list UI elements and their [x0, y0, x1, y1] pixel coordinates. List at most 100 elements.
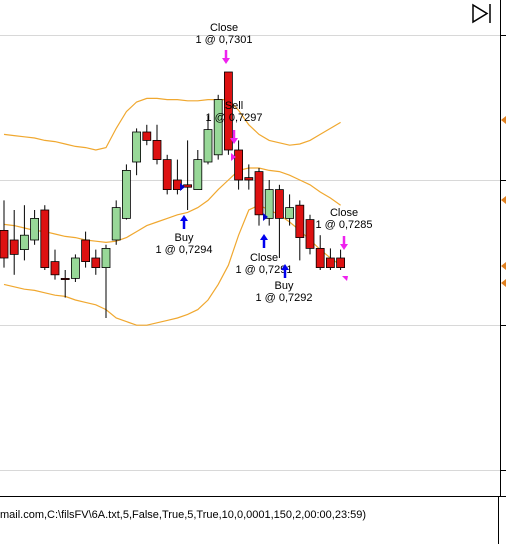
candle-body	[162, 159, 172, 191]
execution-marker	[231, 153, 236, 161]
candle	[142, 124, 152, 146]
annotation-text: 1 @ 0,7297	[205, 112, 262, 124]
candle-body	[285, 207, 295, 219]
arrow-head	[222, 58, 230, 64]
candle	[152, 124, 162, 165]
candle	[223, 71, 233, 155]
annotation-label: Close	[250, 252, 278, 264]
candle-body	[142, 131, 152, 141]
execution-marker	[342, 276, 348, 281]
candle-body	[122, 169, 131, 219]
candle	[91, 249, 101, 275]
candle	[81, 231, 90, 268]
candle-body	[295, 204, 305, 238]
execution-marker	[263, 213, 268, 221]
annotation-text: 1 @ 0,7294	[155, 244, 212, 256]
candle	[274, 184, 284, 258]
band-line	[3, 167, 341, 244]
toolbar-icon[interactable]	[472, 3, 491, 24]
candle-body	[91, 257, 101, 269]
candle-body	[183, 184, 193, 188]
grid	[0, 35, 500, 471]
band-line	[3, 204, 341, 326]
candle	[305, 214, 315, 255]
arrow-head	[180, 215, 188, 221]
candle	[244, 164, 254, 190]
candle-body	[101, 247, 111, 268]
candle	[213, 94, 223, 160]
band-line	[3, 97, 341, 151]
candle-body	[315, 247, 325, 268]
candle	[122, 164, 131, 220]
axis-markers	[501, 116, 506, 287]
candle	[162, 154, 172, 195]
candle	[111, 200, 121, 245]
candle	[315, 235, 325, 270]
candle-body	[254, 171, 264, 216]
candle-body	[81, 239, 90, 263]
candle	[234, 140, 244, 190]
candle	[30, 210, 40, 245]
candle-body	[0, 229, 9, 259]
annotation-label: Close	[330, 207, 358, 219]
candle	[203, 115, 213, 165]
candle-body	[40, 209, 50, 268]
status-text: mail.com,C:\filsFV\6A.txt,5,False,True,5…	[0, 509, 366, 521]
candle-body	[234, 149, 244, 181]
candle-body	[274, 189, 284, 219]
candle-body	[50, 261, 60, 276]
arrow-head	[340, 244, 348, 250]
candle	[50, 249, 60, 280]
candle-body	[223, 71, 233, 151]
candle-body	[203, 129, 213, 163]
candle-body	[264, 189, 274, 219]
candle	[9, 210, 19, 275]
candle-body	[325, 257, 335, 269]
annotation-label: Buy	[175, 232, 194, 244]
candle	[193, 150, 203, 191]
execution-marker	[180, 183, 185, 191]
candle-body	[336, 257, 346, 269]
annotation-text: 1 @ 0,7285	[315, 219, 372, 231]
candle	[19, 205, 29, 261]
candle	[285, 194, 295, 226]
arrow-head	[260, 234, 268, 240]
candle-body	[111, 207, 121, 241]
candle-body	[193, 159, 203, 191]
candle-body	[213, 99, 223, 156]
candle-body	[132, 131, 142, 163]
candle	[0, 200, 9, 268]
annotation-label: Close	[210, 22, 238, 34]
candle-body	[71, 257, 80, 279]
annotation-label: Buy	[275, 280, 294, 292]
candle-body	[60, 277, 70, 280]
candle-body	[9, 239, 19, 255]
candle-body	[152, 139, 162, 160]
candle	[60, 270, 70, 298]
annotation-text: 1 @ 0,7301	[195, 34, 252, 46]
candle	[336, 249, 346, 270]
candle-body	[30, 217, 40, 241]
arrow-head	[230, 138, 238, 144]
candle	[264, 180, 274, 226]
candle-body	[305, 219, 315, 249]
candle	[295, 200, 305, 261]
annotation-text: 1 @ 0,7291	[235, 264, 292, 276]
candle-body	[19, 234, 29, 250]
candle	[71, 254, 80, 282]
candle	[325, 248, 335, 270]
candle	[40, 205, 50, 270]
candle	[101, 244, 111, 318]
candle-body	[244, 177, 254, 181]
axis-ticks	[500, 35, 506, 471]
arrow-head	[281, 264, 289, 270]
candle	[254, 168, 264, 226]
